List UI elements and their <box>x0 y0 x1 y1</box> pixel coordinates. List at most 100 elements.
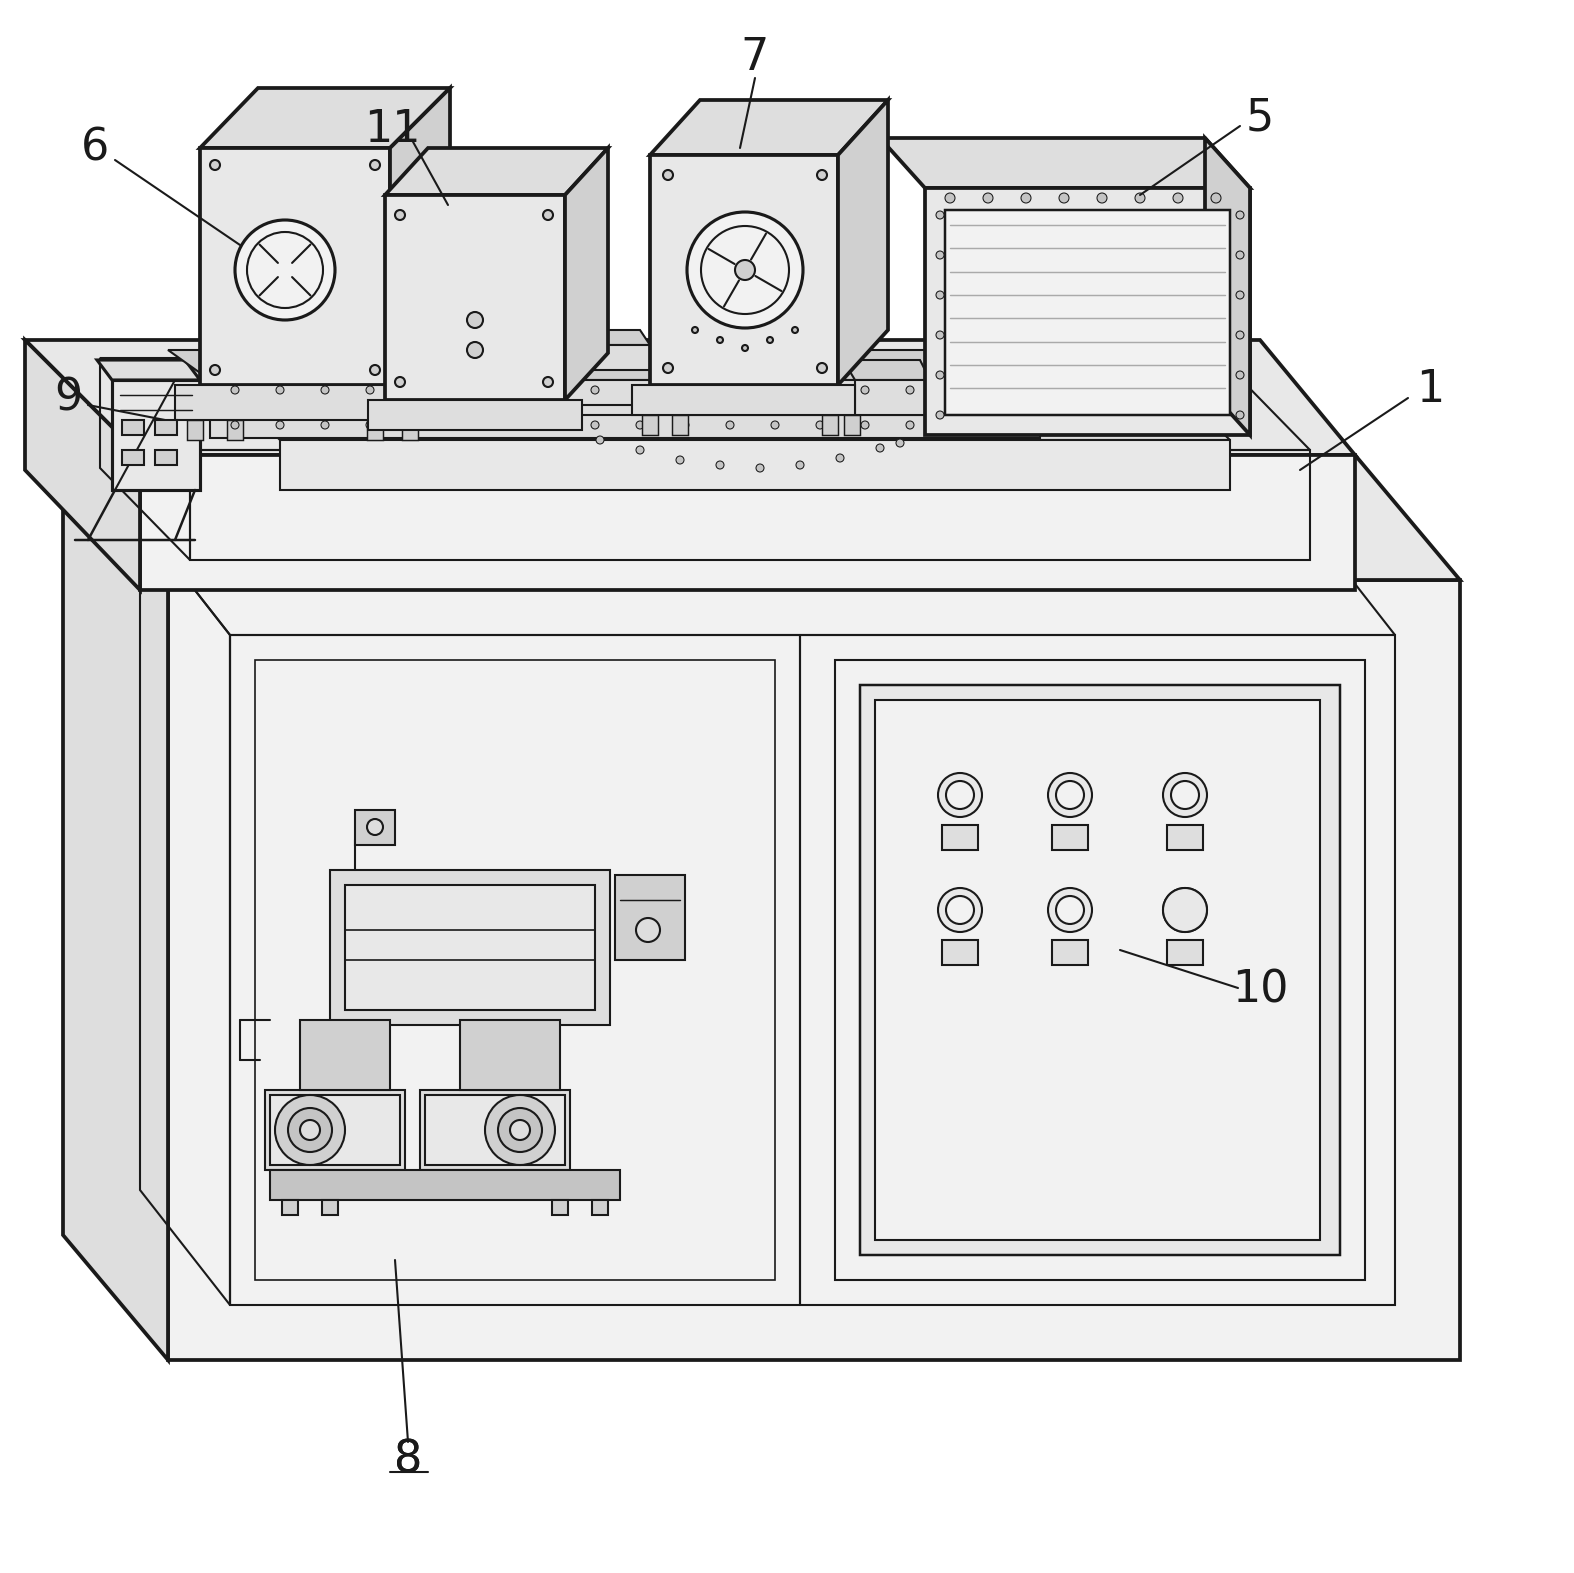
Circle shape <box>543 378 552 387</box>
Circle shape <box>546 422 554 429</box>
Polygon shape <box>650 156 837 385</box>
Circle shape <box>682 385 689 393</box>
Circle shape <box>395 378 405 387</box>
Polygon shape <box>420 1090 570 1170</box>
Circle shape <box>1236 330 1243 340</box>
Circle shape <box>796 461 804 469</box>
Polygon shape <box>205 368 1229 440</box>
Circle shape <box>817 363 826 373</box>
Circle shape <box>937 291 944 299</box>
Polygon shape <box>844 415 859 436</box>
Polygon shape <box>822 415 837 436</box>
Circle shape <box>543 211 552 220</box>
Polygon shape <box>63 455 168 1361</box>
Polygon shape <box>271 1095 400 1166</box>
Circle shape <box>815 385 825 393</box>
Text: 5: 5 <box>1247 96 1273 140</box>
Circle shape <box>937 252 944 260</box>
Circle shape <box>836 455 844 462</box>
Polygon shape <box>356 810 395 845</box>
Polygon shape <box>280 440 1229 491</box>
Circle shape <box>693 327 697 333</box>
Circle shape <box>288 1107 332 1151</box>
Circle shape <box>937 330 944 340</box>
Circle shape <box>1236 371 1243 379</box>
Circle shape <box>321 422 329 429</box>
Polygon shape <box>855 381 930 415</box>
Polygon shape <box>25 340 140 590</box>
Polygon shape <box>642 415 658 436</box>
Polygon shape <box>175 385 416 420</box>
Polygon shape <box>875 700 1321 1240</box>
Circle shape <box>771 385 779 393</box>
Polygon shape <box>187 420 203 440</box>
Polygon shape <box>944 211 1229 415</box>
Circle shape <box>209 160 220 170</box>
Polygon shape <box>323 1200 338 1214</box>
Polygon shape <box>209 381 1040 404</box>
Circle shape <box>937 411 944 418</box>
Circle shape <box>663 170 674 179</box>
Circle shape <box>741 344 748 351</box>
Polygon shape <box>112 381 200 491</box>
Polygon shape <box>672 415 688 436</box>
Circle shape <box>951 422 959 429</box>
Circle shape <box>937 211 944 219</box>
Circle shape <box>815 422 825 429</box>
Circle shape <box>984 193 993 203</box>
Circle shape <box>1236 252 1243 260</box>
Polygon shape <box>168 351 1040 381</box>
Polygon shape <box>264 1090 405 1170</box>
Circle shape <box>456 385 464 393</box>
Circle shape <box>636 422 644 429</box>
Circle shape <box>501 385 508 393</box>
Circle shape <box>1171 897 1199 923</box>
Polygon shape <box>98 360 200 381</box>
Polygon shape <box>559 330 650 344</box>
Polygon shape <box>592 1200 608 1214</box>
Polygon shape <box>209 415 1040 437</box>
Circle shape <box>718 337 722 343</box>
Circle shape <box>1056 782 1084 809</box>
Circle shape <box>1163 889 1207 931</box>
Circle shape <box>1163 889 1207 931</box>
Polygon shape <box>425 1095 565 1166</box>
Polygon shape <box>1206 138 1250 436</box>
Circle shape <box>501 422 508 429</box>
Text: 6: 6 <box>80 126 109 170</box>
Circle shape <box>367 385 375 393</box>
Circle shape <box>1210 193 1221 203</box>
Circle shape <box>1048 889 1092 931</box>
Polygon shape <box>367 420 382 440</box>
Polygon shape <box>386 195 565 400</box>
Polygon shape <box>401 420 419 440</box>
Polygon shape <box>386 148 608 195</box>
Polygon shape <box>844 360 930 381</box>
Circle shape <box>370 160 379 170</box>
Polygon shape <box>345 886 595 1010</box>
Circle shape <box>1097 193 1107 203</box>
Circle shape <box>907 385 914 393</box>
Polygon shape <box>570 344 650 370</box>
Circle shape <box>367 422 375 429</box>
Circle shape <box>467 311 483 329</box>
Polygon shape <box>859 684 1339 1255</box>
Circle shape <box>1171 782 1199 809</box>
Bar <box>1051 824 1088 849</box>
Polygon shape <box>63 455 1461 580</box>
Circle shape <box>235 220 335 319</box>
Circle shape <box>792 327 798 333</box>
Circle shape <box>411 422 419 429</box>
Polygon shape <box>301 1019 390 1090</box>
Circle shape <box>636 447 644 455</box>
Polygon shape <box>837 101 888 385</box>
Circle shape <box>756 464 763 472</box>
Circle shape <box>946 782 974 809</box>
Polygon shape <box>552 1200 568 1214</box>
Text: 11: 11 <box>364 109 420 151</box>
Circle shape <box>510 1120 530 1140</box>
Circle shape <box>1236 291 1243 299</box>
Circle shape <box>996 385 1004 393</box>
Polygon shape <box>650 101 888 156</box>
Polygon shape <box>25 340 1355 455</box>
